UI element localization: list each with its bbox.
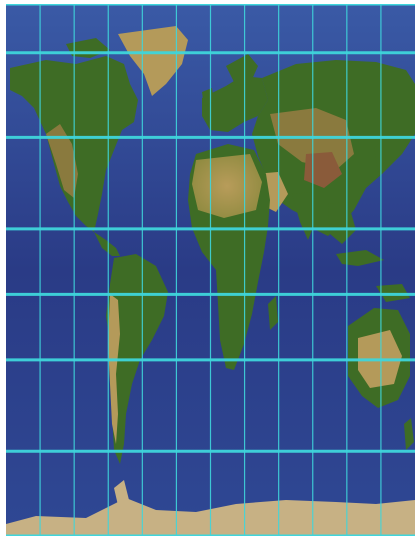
antarctic-peninsula: [114, 480, 130, 514]
indonesia: [336, 250, 384, 266]
world-relief-map[interactable]: [6, 4, 415, 536]
sahara: [192, 154, 262, 218]
japan: [374, 140, 386, 172]
southeast-asia: [328, 202, 356, 244]
europe: [202, 76, 268, 132]
north-america-west: [46, 124, 78, 198]
scandinavia: [226, 54, 258, 86]
madagascar: [268, 296, 278, 330]
new-zealand: [404, 418, 414, 450]
greenland: [118, 26, 188, 96]
tibet-plateau: [304, 152, 342, 188]
graticule: [6, 4, 415, 536]
andes: [108, 294, 120, 444]
central-america: [94, 232, 120, 256]
